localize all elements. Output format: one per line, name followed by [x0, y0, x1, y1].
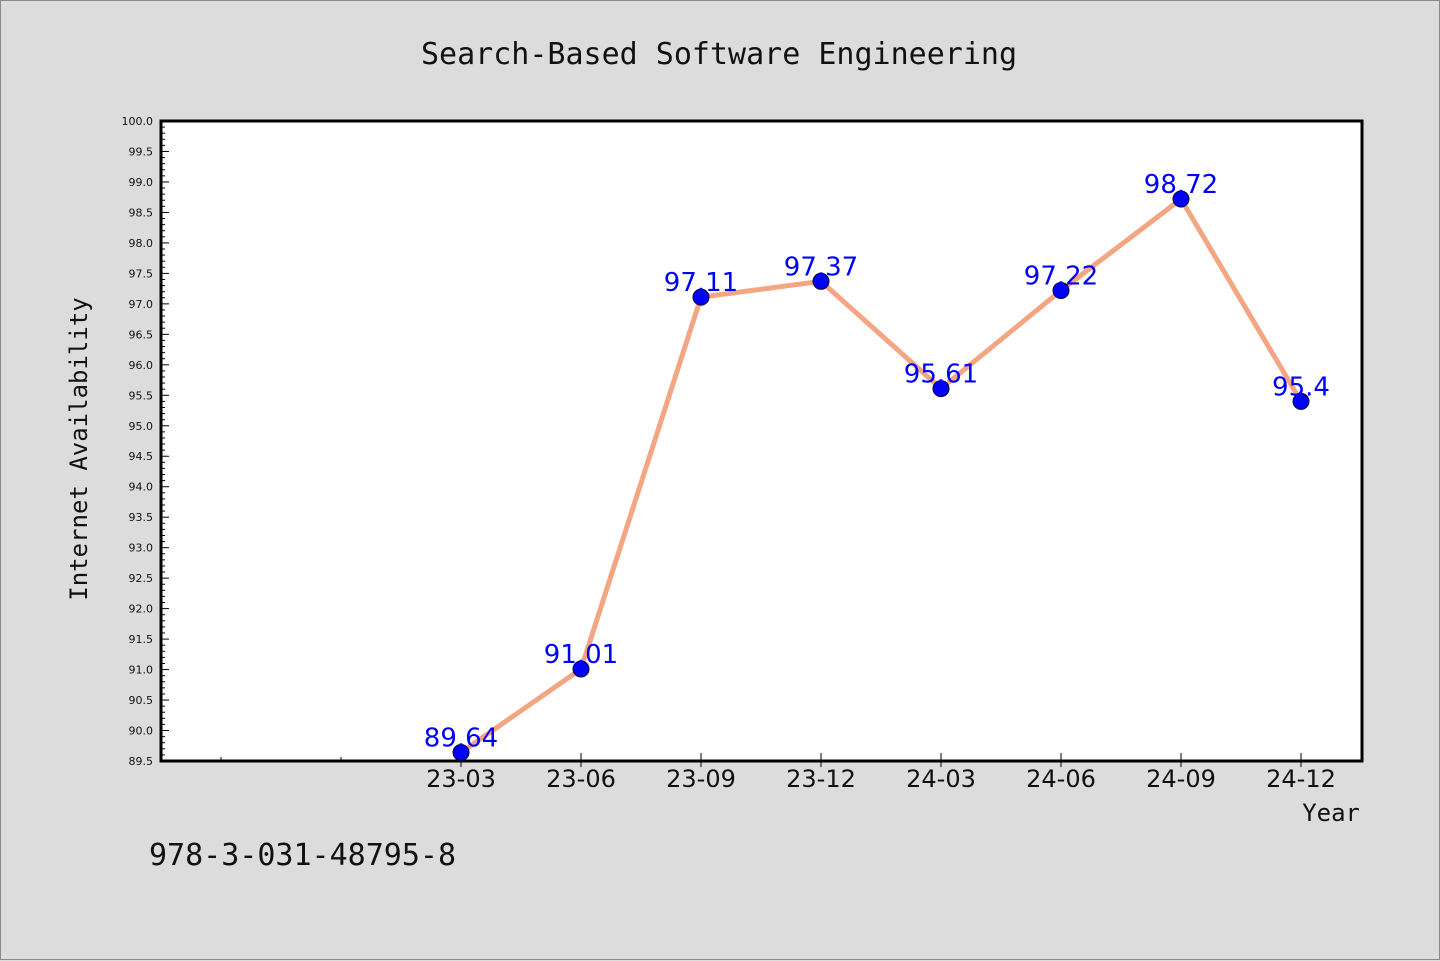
data-label: 97.11 — [664, 268, 738, 298]
data-label: 95.61 — [904, 360, 978, 390]
x-tick-label: 23-12 — [786, 765, 856, 793]
y-tick-label: 91.5 — [129, 633, 154, 646]
data-point — [1172, 190, 1190, 208]
data-point — [572, 660, 590, 678]
y-tick-label: 90.5 — [129, 694, 154, 707]
data-point — [1292, 392, 1310, 410]
x-tick-label: 23-06 — [546, 765, 616, 793]
isbn-label: 978-3-031-48795-8 — [149, 838, 456, 873]
x-axis: 23-03 23-06 23-09 23-12 24-03 24-06 24-09 24-12 — [220, 753, 1336, 793]
y-tick-label: 96.5 — [129, 328, 154, 341]
data-point — [1052, 281, 1070, 299]
x-tick-label: 23-09 — [666, 765, 736, 793]
y-tick-label: 100.0 — [122, 115, 154, 128]
y-tick-label: 99.5 — [129, 145, 154, 158]
y-tick-label: 92.5 — [129, 572, 154, 585]
y-tick-label: 91.0 — [129, 664, 154, 677]
data-label: 98.72 — [1144, 170, 1218, 200]
y-tick-label: 95.0 — [129, 420, 154, 433]
chart-title: Search-Based Software Engineering — [421, 37, 1017, 72]
plot-area — [159, 119, 1364, 763]
series-layer — [452, 190, 1310, 761]
y-tick-label: 99.0 — [129, 176, 154, 189]
x-tick-label: 24-03 — [906, 765, 976, 793]
x-tick-label: 24-09 — [1146, 765, 1216, 793]
x-tick-label: 23-03 — [426, 765, 496, 793]
data-point — [452, 743, 470, 761]
y-axis-label: Internet Availability — [65, 297, 93, 600]
y-tick-label: 89.5 — [129, 755, 154, 768]
y-tick-label: 98.5 — [129, 206, 154, 219]
y-tick-label: 95.5 — [129, 389, 154, 402]
data-point — [932, 380, 950, 398]
data-label: 95.4 — [1272, 372, 1330, 402]
x-tick-label: 24-12 — [1266, 765, 1336, 793]
y-tick-label: 96.0 — [129, 359, 154, 372]
data-label: 91.01 — [544, 640, 618, 670]
data-label: 97.22 — [1024, 261, 1098, 291]
series-line — [459, 196, 1304, 755]
y-tick-label: 94.0 — [129, 481, 154, 494]
x-tick-label: 24-06 — [1026, 765, 1096, 793]
y-tick-label: 94.5 — [129, 450, 154, 463]
data-label: 89.64 — [424, 723, 498, 753]
data-point — [812, 272, 830, 290]
data-label: 97.37 — [784, 252, 858, 282]
y-tick-label: 92.0 — [129, 603, 154, 616]
data-point — [692, 288, 710, 306]
y-tick-label: 98.0 — [129, 237, 154, 250]
data-labels: 89.64 91.01 97.11 97.37 95.61 97.22 98.72 95.4 — [424, 170, 1330, 753]
y-tick-label: 93.0 — [129, 542, 154, 555]
y-tick-label: 97.0 — [129, 298, 154, 311]
y-tick-label: 97.5 — [129, 267, 154, 280]
y-tick-label: 93.5 — [129, 511, 154, 524]
y-axis: 89.5 90.0 90.5 91.0 91.5 92.0 92.5 93.0 93.5 94.0… — [122, 115, 169, 768]
y-tick-label: 90.0 — [129, 725, 154, 738]
x-axis-label: Year — [1302, 799, 1360, 827]
